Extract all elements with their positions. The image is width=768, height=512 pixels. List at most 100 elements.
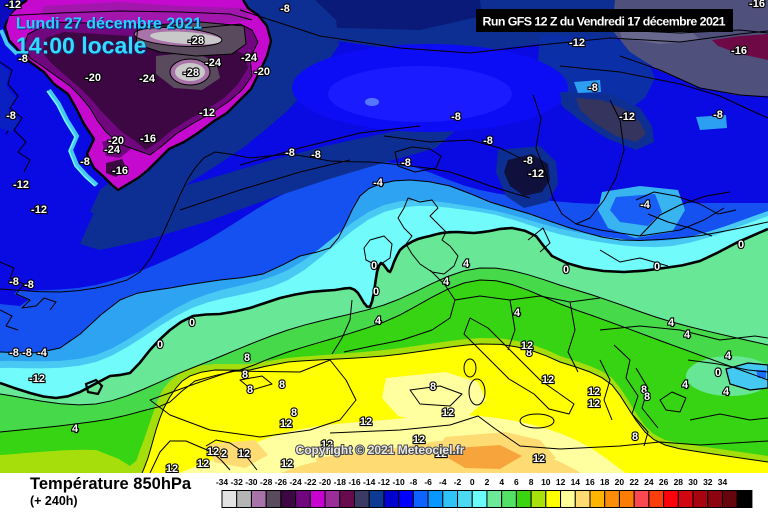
svg-text:-12: -12 [31, 204, 47, 216]
svg-text:-16: -16 [112, 165, 128, 177]
svg-text:14: 14 [571, 477, 581, 487]
svg-text:12: 12 [197, 458, 209, 470]
svg-text:30: 30 [688, 477, 698, 487]
svg-text:-8: -8 [588, 82, 598, 94]
svg-text:12: 12 [238, 448, 250, 460]
svg-text:-24: -24 [139, 73, 156, 85]
svg-text:8: 8 [291, 407, 297, 419]
svg-text:-20: -20 [108, 135, 124, 147]
svg-text:6: 6 [514, 477, 519, 487]
svg-text:-8: -8 [9, 276, 19, 288]
svg-text:8: 8 [242, 369, 248, 381]
svg-text:12: 12 [166, 463, 178, 475]
svg-text:-8: -8 [523, 155, 533, 167]
svg-text:-8: -8 [80, 156, 90, 168]
svg-text:10: 10 [541, 477, 551, 487]
svg-text:-28: -28 [183, 67, 199, 79]
svg-text:0: 0 [373, 286, 379, 298]
svg-text:-32: -32 [231, 477, 244, 487]
svg-text:-28: -28 [188, 35, 204, 47]
svg-text:12: 12 [588, 386, 600, 398]
svg-text:8: 8 [244, 352, 250, 364]
svg-text:-8: -8 [713, 109, 723, 121]
svg-text:-14: -14 [363, 477, 376, 487]
svg-text:0: 0 [189, 317, 195, 329]
svg-text:16: 16 [585, 477, 595, 487]
svg-text:-20: -20 [254, 66, 270, 78]
svg-text:-12: -12 [13, 179, 29, 191]
svg-text:-24: -24 [241, 52, 258, 64]
svg-text:-8: -8 [451, 111, 461, 123]
svg-text:-34: -34 [216, 477, 229, 487]
svg-text:0: 0 [738, 239, 744, 251]
svg-text:14:00 locale: 14:00 locale [16, 33, 146, 59]
svg-text:0: 0 [470, 477, 475, 487]
svg-text:-8: -8 [6, 110, 16, 122]
svg-text:8: 8 [529, 477, 534, 487]
svg-text:18: 18 [600, 477, 610, 487]
svg-text:Run GFS 12 Z du Vendredi 17 dé: Run GFS 12 Z du Vendredi 17 décembre 202… [483, 15, 726, 29]
svg-text:-2: -2 [454, 477, 462, 487]
svg-text:4: 4 [668, 317, 675, 329]
svg-text:0: 0 [563, 264, 569, 276]
svg-text:4: 4 [514, 307, 521, 319]
svg-text:-8: -8 [280, 3, 290, 15]
svg-text:-16: -16 [749, 0, 765, 10]
svg-text:8: 8 [644, 391, 650, 403]
svg-text:-24: -24 [104, 144, 121, 156]
svg-text:0: 0 [654, 261, 660, 273]
svg-text:(+ 240h): (+ 240h) [30, 494, 78, 508]
svg-text:28: 28 [674, 477, 684, 487]
svg-text:Lundi 27 décembre 2021: Lundi 27 décembre 2021 [17, 17, 203, 34]
svg-text:4: 4 [463, 258, 470, 270]
svg-text:8: 8 [430, 381, 436, 393]
svg-text:-26: -26 [275, 477, 288, 487]
svg-text:12: 12 [413, 434, 425, 446]
svg-text:14:00 locale: 14:00 locale [17, 34, 147, 60]
svg-text:-22: -22 [304, 477, 317, 487]
svg-text:-8: -8 [18, 53, 28, 65]
svg-text:32: 32 [703, 477, 713, 487]
svg-text:4: 4 [72, 423, 79, 435]
svg-text:8: 8 [641, 384, 647, 396]
svg-text:-30: -30 [245, 477, 258, 487]
svg-text:-4: -4 [37, 347, 48, 359]
svg-text:34: 34 [718, 477, 728, 487]
svg-text:-12: -12 [569, 37, 585, 49]
svg-text:-16: -16 [731, 45, 747, 57]
svg-text:Copyright © 2021 Meteociel.fr: Copyright © 2021 Meteociel.fr [296, 443, 465, 457]
svg-text:12: 12 [521, 340, 533, 352]
svg-text:26: 26 [659, 477, 669, 487]
svg-text:-4: -4 [439, 477, 447, 487]
svg-text:20: 20 [615, 477, 625, 487]
svg-text:-8: -8 [483, 135, 493, 147]
svg-text:4: 4 [723, 386, 730, 398]
svg-text:-20: -20 [85, 72, 101, 84]
svg-text:-8: -8 [410, 477, 418, 487]
svg-text:12: 12 [280, 418, 292, 430]
svg-text:-24: -24 [289, 477, 302, 487]
svg-text:4: 4 [499, 477, 504, 487]
svg-text:-4: -4 [373, 177, 384, 189]
svg-text:4: 4 [375, 315, 382, 327]
svg-text:-20: -20 [319, 477, 332, 487]
svg-text:-12: -12 [199, 107, 215, 119]
svg-text:8: 8 [279, 379, 285, 391]
svg-text:12: 12 [321, 439, 333, 451]
svg-text:-10: -10 [392, 477, 405, 487]
svg-text:-18: -18 [334, 477, 347, 487]
svg-text:0: 0 [715, 367, 721, 379]
svg-text:12: 12 [360, 416, 372, 428]
svg-text:0: 0 [157, 339, 163, 351]
svg-text:-24: -24 [205, 57, 222, 69]
svg-text:-12: -12 [378, 477, 391, 487]
svg-text:-12: -12 [619, 111, 635, 123]
svg-text:8: 8 [632, 431, 638, 443]
svg-text:12: 12 [533, 453, 545, 465]
svg-text:4: 4 [682, 379, 689, 391]
svg-text:4: 4 [684, 329, 691, 341]
svg-text:-8: -8 [22, 347, 32, 359]
svg-text:4: 4 [725, 350, 732, 362]
svg-text:8: 8 [526, 347, 532, 359]
svg-text:12: 12 [442, 407, 454, 419]
